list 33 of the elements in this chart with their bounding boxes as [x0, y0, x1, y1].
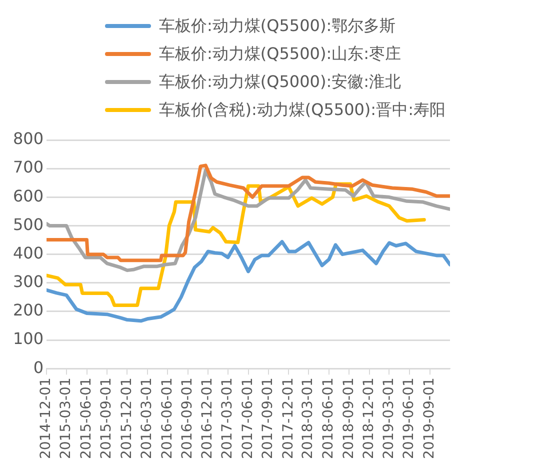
x-tick-label: 2016-06-01 — [159, 378, 176, 460]
x-tick-label: 2019-03-01 — [380, 378, 397, 460]
x-tick-label: 2018-06-01 — [320, 378, 337, 460]
x-tick-label: 2018-09-01 — [340, 378, 357, 460]
x-tick-label: 2016-12-01 — [200, 378, 216, 460]
legend-label: 车板价:动力煤(Q5500):鄂尔多斯 — [159, 16, 396, 36]
y-tick-label: 500 — [12, 214, 44, 234]
x-tick-label: 2017-06-01 — [240, 378, 256, 460]
x-tick-label: 2015-03-01 — [58, 378, 74, 460]
y-tick-label: 400 — [12, 243, 44, 262]
x-tick-label: 2016-09-01 — [180, 378, 196, 460]
y-tick-label: 100 — [12, 329, 44, 348]
y-tick-label: 800 — [12, 129, 44, 148]
y-tick-label: 200 — [12, 300, 44, 320]
x-tick-label: 2016-03-01 — [138, 378, 155, 460]
x-tick-label: 2014-12-01 — [38, 378, 54, 460]
legend-label: 车板价(含税):动力煤(Q5500):晋中:寿阳 — [159, 100, 446, 120]
x-tick-label: 2015-06-01 — [78, 378, 94, 460]
x-tick-label: 2019-09-01 — [422, 378, 438, 460]
y-tick-label: 600 — [12, 186, 44, 206]
x-tick-label: 2017-12-01 — [280, 378, 296, 460]
y-tick-label: 700 — [12, 158, 44, 177]
x-tick-label: 2017-09-01 — [260, 378, 276, 460]
y-tick-label: 300 — [12, 272, 44, 292]
x-tick-label: 2017-03-01 — [220, 378, 236, 460]
legend-label: 车板价:动力煤(Q5000):安徽:淮北 — [159, 72, 401, 92]
x-tick-label: 2018-03-01 — [300, 378, 316, 460]
legend-label: 车板价:动力煤(Q5500):山东:枣庄 — [159, 44, 401, 64]
x-tick-label: 2019-06-01 — [401, 378, 418, 460]
y-tick-label: 0 — [33, 358, 44, 377]
x-tick-label: 2015-09-01 — [98, 378, 115, 460]
x-tick-label: 2015-12-01 — [118, 378, 135, 460]
x-tick-label: 2018-12-01 — [360, 378, 377, 460]
